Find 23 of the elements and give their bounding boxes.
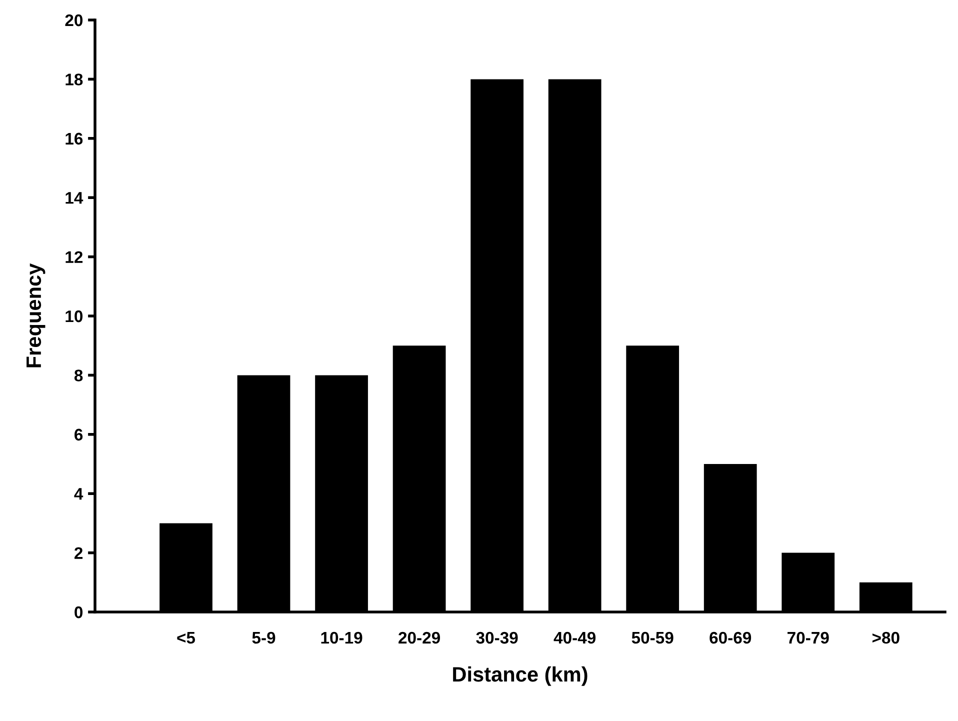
x-tick-label: <5 xyxy=(177,632,196,644)
x-tick-label: 5-9 xyxy=(252,632,276,644)
y-tick-label: 10 xyxy=(66,310,83,322)
x-tick-label: 50-59 xyxy=(632,632,674,644)
x-tick-label: 30-39 xyxy=(476,632,518,644)
y-tick-label: 18 xyxy=(66,74,83,86)
x-tick-label: 40-49 xyxy=(554,632,596,644)
y-tick-label: 8 xyxy=(74,370,83,382)
x-tick-label: 70-79 xyxy=(788,632,829,644)
y-tick-label: 0 xyxy=(74,606,83,618)
x-tick-label: 60-69 xyxy=(710,632,752,644)
x-tick-label: >80 xyxy=(872,632,900,644)
x-tick-label: 20-29 xyxy=(398,632,440,644)
y-tick-label: 4 xyxy=(74,488,84,500)
y-axis-title: Frequency xyxy=(26,263,46,368)
x-tick-label: 10-19 xyxy=(321,632,362,644)
x-axis-title: Distance (km) xyxy=(453,666,588,686)
y-tick-label: 14 xyxy=(66,192,84,204)
y-tick-label: 16 xyxy=(66,132,83,145)
y-tick-label: 20 xyxy=(65,14,83,26)
y-tick-label: 6 xyxy=(74,428,83,441)
y-tick-label: 2 xyxy=(74,547,83,559)
y-tick-label: 12 xyxy=(66,251,83,263)
